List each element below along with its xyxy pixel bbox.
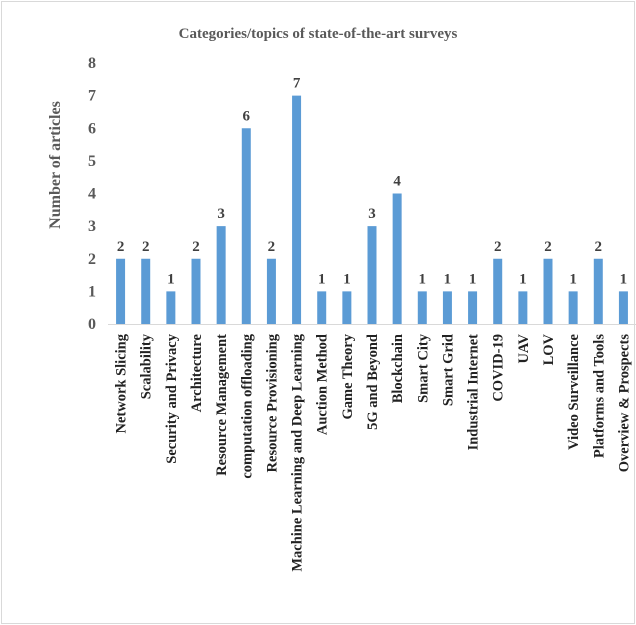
y-tick-label: 6 bbox=[88, 120, 96, 137]
bar bbox=[317, 291, 327, 324]
category-label: Blockchain bbox=[390, 334, 406, 403]
category-label: Resource Management bbox=[214, 334, 230, 476]
data-label: 2 bbox=[268, 239, 276, 255]
category-label: Resource Provisioning bbox=[264, 333, 280, 472]
bar bbox=[493, 258, 503, 324]
bar bbox=[518, 291, 528, 324]
y-tick-label: 4 bbox=[88, 186, 96, 203]
y-tick-label: 8 bbox=[88, 55, 96, 72]
data-label: 2 bbox=[494, 239, 502, 255]
data-label: 4 bbox=[393, 174, 401, 190]
data-label: 3 bbox=[368, 206, 376, 222]
category-label: Industrial Internet bbox=[466, 334, 482, 451]
y-tick-label: 5 bbox=[88, 153, 96, 170]
bar bbox=[292, 95, 302, 324]
category-label: LOV bbox=[541, 333, 557, 365]
bar bbox=[442, 291, 452, 324]
bar bbox=[141, 258, 151, 324]
bar bbox=[392, 193, 402, 324]
data-label: 7 bbox=[293, 76, 301, 92]
bar bbox=[468, 291, 478, 324]
category-label: UAV bbox=[516, 333, 532, 363]
bar bbox=[216, 226, 226, 324]
y-tick-label: 1 bbox=[88, 283, 96, 300]
bar bbox=[593, 258, 603, 324]
data-label: 1 bbox=[620, 271, 628, 287]
data-label: 2 bbox=[142, 239, 150, 255]
category-label: Overview & Prospects bbox=[616, 334, 632, 473]
y-tick-label: 2 bbox=[88, 251, 96, 268]
data-label: 1 bbox=[167, 271, 175, 287]
y-tick-label: 3 bbox=[88, 218, 96, 235]
category-label: computation offloading bbox=[239, 333, 255, 478]
data-label: 2 bbox=[117, 239, 125, 255]
category-label: Platforms and Tools bbox=[591, 334, 607, 458]
bar bbox=[568, 291, 578, 324]
data-label: 1 bbox=[419, 271, 427, 287]
category-label: Auction Method bbox=[315, 334, 331, 435]
category-label: Machine Learning and Deep Learning bbox=[290, 333, 306, 571]
bar bbox=[166, 291, 176, 324]
y-tick-label: 0 bbox=[88, 316, 96, 333]
data-label: 1 bbox=[318, 271, 326, 287]
data-label: 1 bbox=[569, 271, 577, 287]
category-label: Smart City bbox=[415, 333, 431, 403]
data-label: 2 bbox=[192, 239, 200, 255]
category-label: Network Slicing bbox=[114, 333, 130, 433]
data-label: 1 bbox=[519, 271, 527, 287]
data-label: 1 bbox=[444, 271, 452, 287]
bar bbox=[417, 291, 427, 324]
data-label: 1 bbox=[343, 271, 351, 287]
category-label: Smart Grid bbox=[440, 334, 456, 406]
category-label: Security and Privacy bbox=[164, 333, 180, 463]
bar bbox=[116, 258, 126, 324]
bar bbox=[191, 258, 201, 324]
bar bbox=[367, 226, 377, 324]
y-tick-label: 7 bbox=[88, 88, 96, 105]
bar bbox=[618, 291, 628, 324]
data-label: 2 bbox=[595, 239, 603, 255]
category-label: Architecture bbox=[189, 333, 205, 412]
bar bbox=[266, 258, 276, 324]
chart-title: Categories/topics of state-of-the-art su… bbox=[178, 26, 458, 42]
data-label: 1 bbox=[469, 271, 477, 287]
category-label: Video Surveillance bbox=[566, 333, 582, 449]
bar bbox=[543, 258, 553, 324]
bar bbox=[342, 291, 352, 324]
category-label: Scalability bbox=[139, 333, 155, 399]
data-label: 6 bbox=[243, 108, 251, 124]
data-label: 2 bbox=[544, 239, 552, 255]
bar bbox=[241, 128, 251, 324]
category-label: COVID-19 bbox=[491, 334, 507, 402]
category-label: Game Theory bbox=[340, 333, 356, 419]
data-label: 3 bbox=[217, 206, 225, 222]
category-label: 5G and Beyond bbox=[365, 334, 381, 430]
